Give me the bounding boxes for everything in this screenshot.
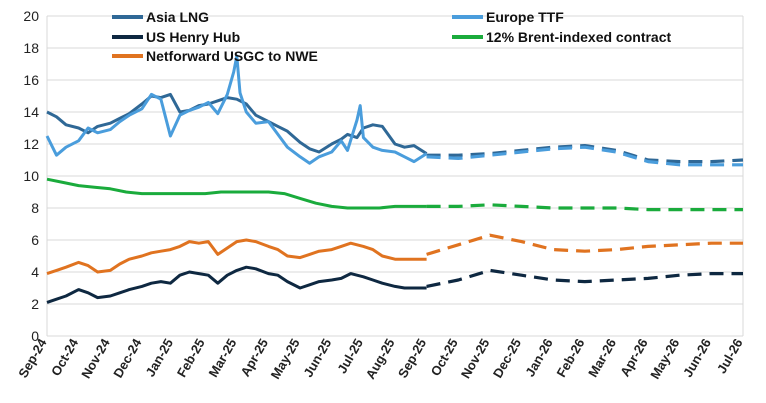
y-tick-label: 8 [31, 200, 39, 216]
forecast-line-us-henry-hub [426, 268, 743, 288]
y-tick-label: 12 [23, 136, 39, 152]
forecast-line-europe-ttf [426, 145, 743, 167]
y-tick-label: 16 [23, 72, 39, 88]
x-tick-label: Nov-25 [458, 336, 493, 381]
x-tick-label: Jul-26 [714, 336, 746, 376]
x-tick-label: Mar-26 [585, 336, 619, 380]
x-tick-label: Jul-25 [334, 336, 366, 376]
x-tick-label: Oct-25 [428, 336, 461, 379]
legend-label-12-brent-indexed-contract: 12% Brent-indexed contract [486, 29, 671, 45]
series-lines [45, 54, 744, 304]
legend-label-europe-ttf: Europe TTF [486, 9, 564, 25]
legend-label-asia-lng: Asia LNG [146, 9, 209, 25]
x-tick-label: Apr-25 [237, 336, 271, 379]
x-tick-label: Jun-26 [680, 336, 714, 380]
x-tick-label: Mar-25 [205, 336, 239, 380]
x-tick-label: Dec-25 [490, 336, 524, 380]
y-tick-label: 6 [31, 232, 39, 248]
x-tick-label: Sep-25 [395, 336, 429, 380]
series-line-europe-ttf [45, 54, 428, 165]
y-tick-label: 0 [31, 328, 39, 344]
x-tick-label: Feb-25 [174, 336, 208, 380]
x-tick-label: Feb-26 [553, 336, 587, 380]
x-tick-label: Dec-24 [110, 335, 145, 380]
x-tick-label: May-25 [268, 336, 303, 382]
legend-label-netforward-usgc-to-nwe: Netforward USGC to NWE [146, 48, 318, 64]
x-tick-label: Jun-25 [300, 336, 334, 380]
x-tick-label: May-26 [647, 336, 682, 382]
x-tick-label: Nov-24 [78, 335, 113, 381]
series-line-netforward-usgc-to-nwe [46, 238, 427, 276]
y-tick-label: 2 [31, 296, 39, 312]
x-tick-label: Oct-24 [48, 335, 82, 378]
y-tick-label: 14 [23, 104, 39, 120]
legend-label-us-henry-hub: US Henry Hub [146, 29, 240, 45]
x-tick-label: Jan-26 [522, 336, 556, 379]
series-line-us-henry-hub [46, 265, 427, 304]
y-tick-label: 18 [23, 40, 39, 56]
y-tick-label: 4 [31, 264, 39, 280]
x-tick-label: Jan-25 [143, 336, 177, 379]
x-tick-label: Sep-24 [15, 335, 50, 380]
y-tick-label: 10 [23, 168, 39, 184]
x-tick-label: Aug-25 [363, 336, 398, 382]
series-line-12-brent-indexed-contract [46, 177, 427, 210]
forecast-line-netforward-usgc-to-nwe [426, 233, 743, 256]
legend: Asia LNG Europe TTF US Henry Hub 12% Brent-… [112, 9, 671, 64]
y-axis: 0 2 4 6 8 10 12 14 16 18 20 [23, 8, 39, 344]
forecast-line-12-brent-indexed-contract [426, 203, 743, 212]
y-tick-label: 20 [23, 8, 39, 24]
gridlines [46, 15, 744, 337]
x-tick-label: Apr-26 [617, 336, 651, 379]
x-axis: Sep-24Oct-24Nov-24Dec-24Jan-25Feb-25Mar-… [15, 335, 745, 381]
